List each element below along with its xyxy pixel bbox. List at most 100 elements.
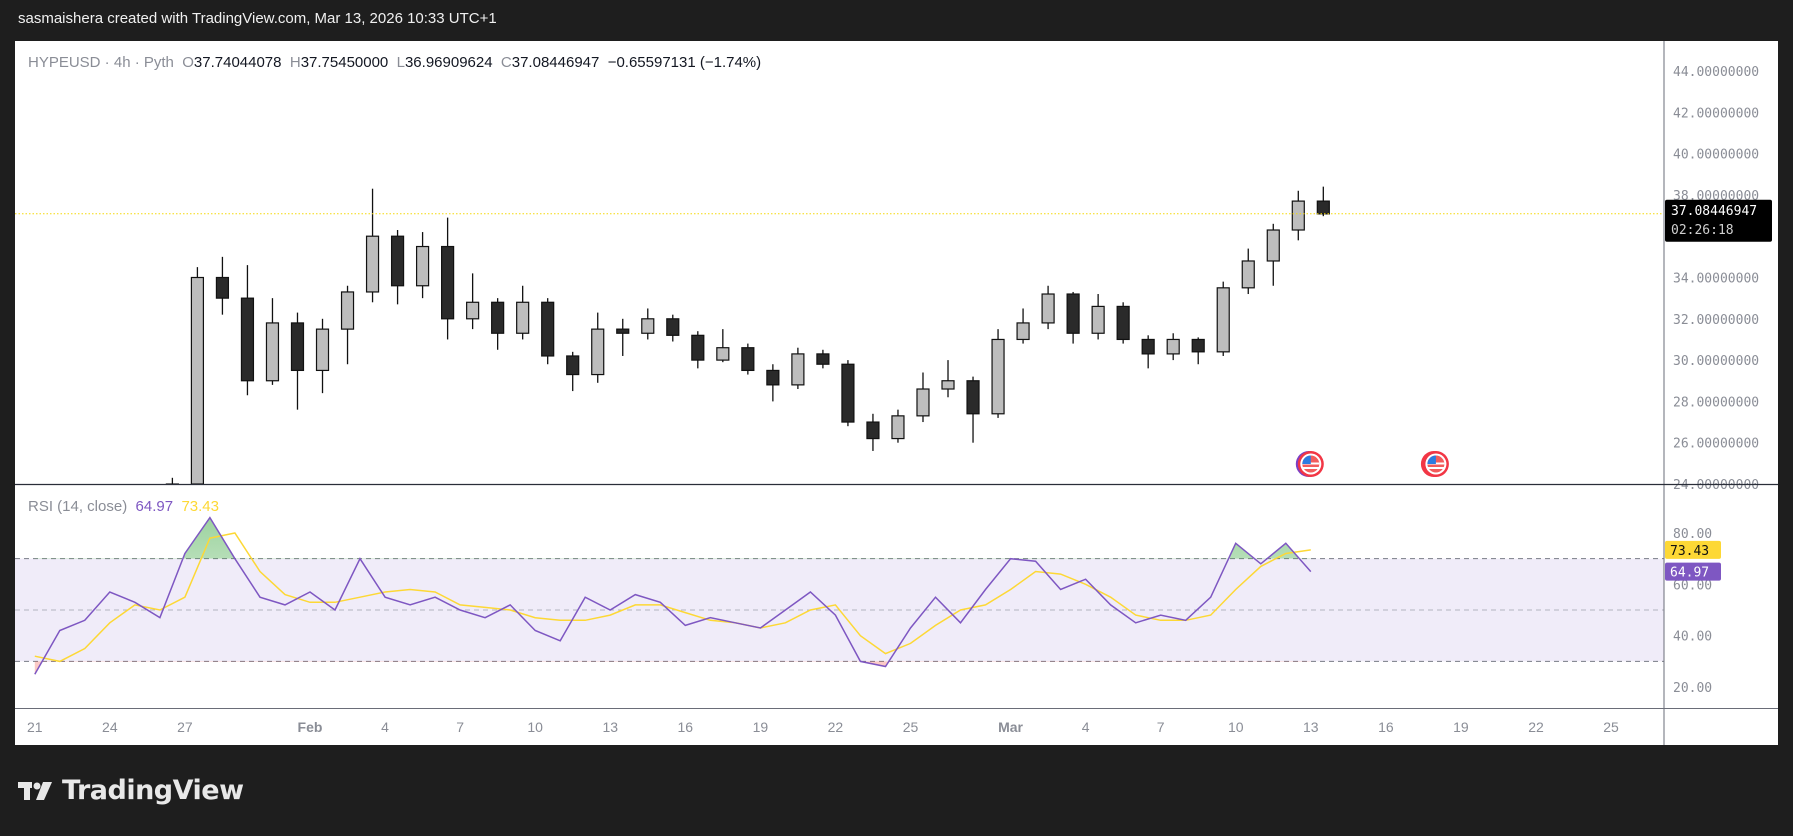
candle-up[interactable] xyxy=(190,276,205,485)
low-value: 36.96909624 xyxy=(404,54,493,71)
candle-up[interactable] xyxy=(641,318,655,334)
rsi-plot xyxy=(34,516,1312,675)
candle-up[interactable] xyxy=(1216,287,1230,353)
candle-up[interactable] xyxy=(991,338,1005,415)
candle-up[interactable] xyxy=(1266,229,1280,262)
flag-canton xyxy=(1427,455,1436,464)
time-tick-label: 19 xyxy=(753,719,769,735)
time-tick-label: 24 xyxy=(102,719,118,735)
candle-up[interactable] xyxy=(791,353,805,386)
symbol-label[interactable]: HYPEUSD · 4h · Pyth xyxy=(28,54,174,71)
candle-countdown: 02:26:18 xyxy=(1671,223,1734,238)
tradingview-logo-text: TradingView xyxy=(62,775,244,806)
candle-down[interactable] xyxy=(1141,338,1155,355)
rsi-ma-line[interactable] xyxy=(34,532,1311,663)
tradingview-logo[interactable]: TradingView xyxy=(18,775,244,806)
rsi-tick-label: 20.00 xyxy=(1673,681,1712,696)
candle-up[interactable] xyxy=(516,301,530,334)
candle-down[interactable] xyxy=(541,301,555,357)
candle-down[interactable] xyxy=(290,322,305,372)
price-tick-label: 32.00000000 xyxy=(1673,313,1759,328)
candle-up[interactable] xyxy=(1241,260,1255,289)
candle-up[interactable] xyxy=(1166,338,1180,355)
candle-up[interactable] xyxy=(466,301,480,320)
open-label: O xyxy=(182,54,194,71)
candle-down[interactable] xyxy=(666,318,680,336)
candle-up[interactable] xyxy=(265,322,280,382)
candle-down[interactable] xyxy=(1116,305,1130,341)
candle-up[interactable] xyxy=(365,235,380,293)
candle-up[interactable] xyxy=(1016,322,1030,341)
price-tick-label: 42.00000000 xyxy=(1673,106,1759,121)
rsi-tick-label: 40.00 xyxy=(1673,630,1712,645)
rsi-value: 64.97 xyxy=(135,498,174,515)
time-tick-label: 10 xyxy=(1228,719,1244,735)
candle-down[interactable] xyxy=(766,369,780,386)
rsi-ma-value: 73.43 xyxy=(181,498,219,515)
candle-up[interactable] xyxy=(1291,200,1305,231)
candle-up[interactable] xyxy=(415,245,430,287)
time-tick-label: 27 xyxy=(177,719,193,735)
chart-attribution-title: sasmaishera created with TradingView.com… xyxy=(18,10,497,27)
candle-up[interactable] xyxy=(1041,293,1055,324)
candle-up[interactable] xyxy=(591,328,605,376)
candle-down[interactable] xyxy=(816,353,830,365)
candle-down[interactable] xyxy=(491,301,505,334)
time-tick-label: 7 xyxy=(1157,719,1165,735)
event-markers xyxy=(1295,451,1449,477)
time-tick-label: 25 xyxy=(903,719,919,735)
candle-up[interactable] xyxy=(916,388,930,417)
candle-down[interactable] xyxy=(1191,338,1205,353)
candle-down[interactable] xyxy=(966,380,980,415)
candle-up[interactable] xyxy=(315,328,330,372)
candle-down[interactable] xyxy=(390,235,405,287)
time-tick-label: 22 xyxy=(828,719,844,735)
candlestick-series xyxy=(165,186,1330,485)
candle-up[interactable] xyxy=(340,291,355,330)
open-value: 37.74044078 xyxy=(193,54,282,71)
rsi-tick-label: 80.00 xyxy=(1673,527,1712,542)
time-tick-label: 4 xyxy=(381,719,389,735)
time-tick-label: 25 xyxy=(1603,719,1619,735)
rsi-badge-value: 64.97 xyxy=(1670,566,1709,581)
current-price-value: 37.08446947 xyxy=(1671,204,1757,219)
candle-up[interactable] xyxy=(716,347,730,361)
candle-up[interactable] xyxy=(891,415,905,440)
candle-down[interactable] xyxy=(215,276,230,299)
price-tick-label: 34.00000000 xyxy=(1673,272,1759,287)
candle-down[interactable] xyxy=(1066,293,1080,334)
flag-stripe xyxy=(1427,467,1445,469)
candle-down[interactable] xyxy=(866,421,880,440)
us-flag-icon[interactable] xyxy=(1420,451,1449,477)
high-label: H xyxy=(289,54,301,71)
current-price-badge xyxy=(1665,199,1772,242)
candle-down[interactable] xyxy=(691,334,705,361)
candle-up[interactable] xyxy=(1091,305,1105,334)
candle-down[interactable] xyxy=(841,363,855,423)
candle-down[interactable] xyxy=(741,347,755,372)
us-flag-icon[interactable] xyxy=(1295,451,1324,477)
time-tick-label: Mar xyxy=(998,719,1023,735)
time-tick-label: 10 xyxy=(527,719,543,735)
candle-down[interactable] xyxy=(240,297,255,382)
time-axis: 21 24 27 Feb 4 7 10 13 16 19 22 25 Mar 4 7 10 13 16 19 22 25 xyxy=(27,719,1619,735)
rsi-badge xyxy=(1665,562,1721,581)
time-tick-label: 7 xyxy=(456,719,464,735)
candle-down[interactable] xyxy=(441,245,455,320)
candle-down[interactable] xyxy=(616,328,630,334)
high-value: 37.75450000 xyxy=(300,54,389,71)
time-tick-label: 21 xyxy=(27,719,43,735)
rsi-indicator-name[interactable]: RSI (14, close) xyxy=(28,498,128,515)
candle-down[interactable] xyxy=(1316,200,1330,215)
tradingview-logo-icon xyxy=(18,781,52,800)
candle-down[interactable] xyxy=(566,355,580,376)
time-tick-label: 4 xyxy=(1082,719,1090,735)
price-tick-label: 30.00000000 xyxy=(1673,354,1759,369)
time-tick-label: 16 xyxy=(1378,719,1394,735)
rsi-pane: 80.00 60.00 40.00 20.00 73.43 64.97 xyxy=(15,516,1721,696)
candle-up[interactable] xyxy=(941,380,955,390)
price-tick-label: 28.00000000 xyxy=(1673,395,1759,410)
close-value: 37.08446947 xyxy=(511,54,600,71)
rsi-line[interactable] xyxy=(34,516,1312,675)
